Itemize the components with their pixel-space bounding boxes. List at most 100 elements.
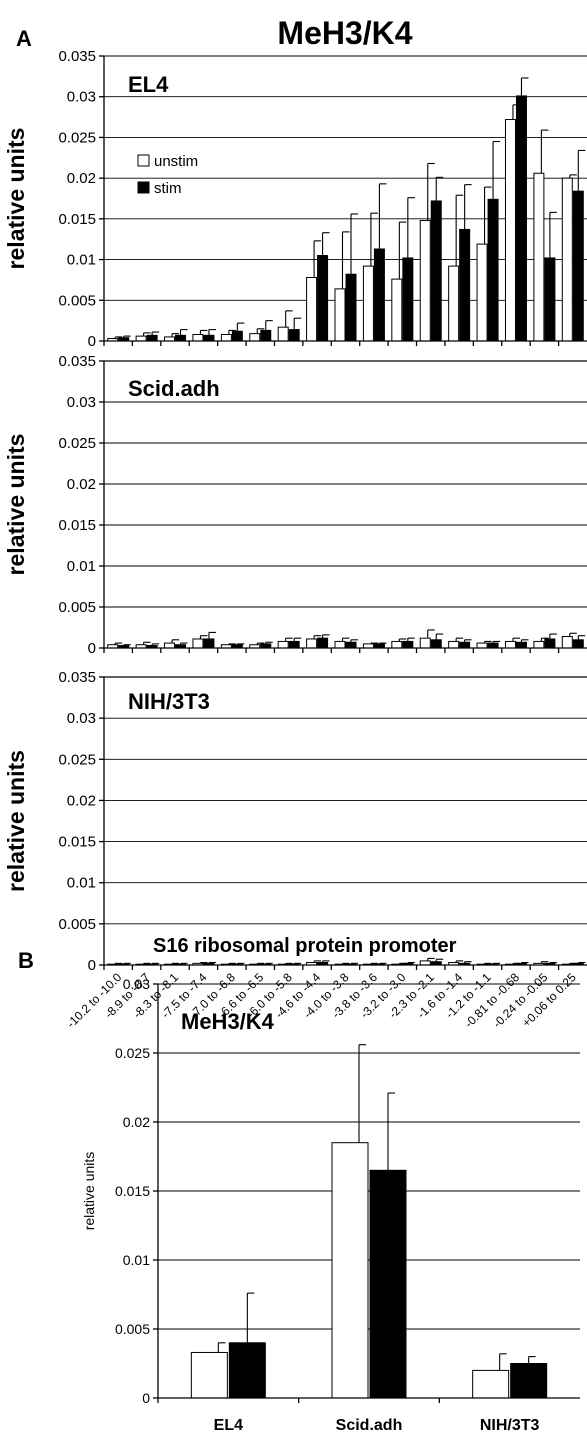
y-tick-label: 0.02: [67, 476, 96, 493]
y-tick-label: 0.03: [67, 710, 96, 727]
bar-stim: [515, 95, 527, 342]
chart-nih3t3: 0 0.005 0.01 0.015 0.02 0.025 0.03 0.035 NIH/3T3…: [3, 669, 587, 974]
bar-unstim: [504, 640, 516, 649]
bar-stim: [544, 638, 556, 649]
bar-stim: [402, 640, 414, 649]
bar-stim: [459, 228, 471, 342]
legend-label-unstim: unstim: [154, 153, 198, 170]
bar-unstim: [391, 640, 403, 649]
y-tick-label: 0.035: [58, 353, 96, 370]
x-category-label: Scid.adh: [336, 1417, 403, 1434]
y-tick-label: 0.03: [67, 394, 96, 411]
y-tick-label: 0.02: [67, 792, 96, 809]
bar-unstim: [561, 636, 573, 649]
bar-unstim: [249, 333, 261, 342]
y-tick-label: 0.005: [115, 1321, 150, 1337]
bar-unstim: [448, 265, 460, 342]
bar-unstim: [472, 1369, 510, 1399]
bar-unstim: [306, 276, 318, 342]
y-tick-label: 0.025: [115, 1045, 150, 1061]
x-category-label: EL4: [214, 1417, 243, 1434]
y-tick-label: 0.03: [123, 976, 150, 992]
y-tick-label: 0.01: [67, 252, 96, 269]
bar-unstim: [504, 119, 516, 342]
bar-stim: [288, 329, 300, 342]
bar-unstim: [277, 640, 289, 649]
bar-unstim: [419, 219, 431, 342]
bar-unstim: [561, 177, 573, 342]
bar-stim: [487, 642, 499, 649]
bar-stim: [572, 190, 584, 342]
y-tick-label: 0.02: [67, 170, 96, 187]
bar-stim: [487, 198, 499, 342]
bar-unstim: [476, 642, 488, 649]
chart-scid-adh: 0 0.005 0.01 0.015 0.02 0.025 0.03 0.035 Scid.ad…: [3, 353, 587, 657]
panel-b-title: S16 ribosomal protein promoter: [153, 935, 457, 957]
y-tick-label: 0.01: [123, 1252, 150, 1268]
bar-unstim: [533, 640, 545, 649]
bar-stim: [430, 200, 442, 342]
bar-unstim: [331, 1142, 369, 1399]
bar-stim: [203, 638, 215, 649]
bar-stim: [369, 1169, 407, 1399]
bar-stim: [402, 257, 414, 342]
bar-unstim: [164, 642, 176, 649]
bar-stim: [228, 1342, 266, 1399]
bar-stim: [345, 273, 357, 342]
chart-el4: 0 0.005 0.01 0.015 0.02 0.025 0.03 0.035 EL4 rela…: [3, 48, 587, 350]
y-axis-label: relative units: [3, 750, 29, 892]
bar-stim: [544, 257, 556, 342]
bar-unstim: [391, 278, 403, 342]
y-tick-label: 0.025: [58, 751, 96, 768]
panel-a-label: A: [16, 26, 32, 51]
y-axis-label: relative units: [3, 434, 29, 576]
bar-stim: [146, 334, 158, 342]
bar-unstim: [192, 333, 204, 342]
panel-a-title: MeH3/K4: [277, 15, 412, 51]
bar-stim: [459, 641, 471, 649]
bar-unstim: [277, 326, 289, 342]
y-tick-label: 0: [142, 1390, 150, 1406]
y-tick-label: 0.015: [58, 517, 96, 534]
chart-inset-label: EL4: [128, 72, 169, 97]
x-category-label: NIH/3T3: [480, 1417, 540, 1434]
bar-stim: [572, 639, 584, 649]
y-tick-label: 0.02: [123, 1114, 150, 1130]
bar-stim: [317, 255, 329, 342]
bar-unstim: [334, 288, 346, 342]
bar-stim: [510, 1363, 548, 1399]
y-tick-label: 0.03: [67, 89, 96, 106]
chart-s16: 0 0.005 0.01 0.015 0.02 0.025 0.03 MeH3/K4 relat…: [81, 976, 580, 1434]
bar-stim: [430, 639, 442, 649]
legend-swatch-unstim: [137, 154, 150, 167]
legend: unstim stim: [137, 153, 198, 197]
bar-unstim: [334, 640, 346, 649]
bar-stim: [515, 641, 527, 649]
bar-unstim: [135, 335, 147, 342]
y-axis-label: relative units: [81, 1152, 97, 1231]
bar-stim: [288, 640, 300, 649]
bar-unstim: [476, 243, 488, 342]
y-tick-label: 0.015: [58, 211, 96, 228]
legend-label-stim: stim: [154, 180, 182, 197]
bar-unstim: [220, 333, 232, 342]
bar-stim: [231, 330, 243, 342]
y-tick-label: 0.005: [58, 599, 96, 616]
y-tick-label: 0: [88, 640, 96, 657]
bar-unstim: [362, 265, 374, 342]
bar-unstim: [419, 637, 431, 649]
y-tick-label: 0.015: [115, 1183, 150, 1199]
y-tick-label: 0.01: [67, 558, 96, 575]
y-axis-label: relative units: [3, 128, 29, 270]
bar-unstim: [190, 1351, 228, 1399]
bar-unstim: [306, 638, 318, 649]
y-tick-label: 0.01: [67, 875, 96, 892]
bar-stim: [203, 334, 215, 342]
bar-stim: [373, 248, 385, 342]
panel-b-label: B: [18, 948, 34, 973]
chart-inset-label: MeH3/K4: [181, 1009, 275, 1034]
bar-stim: [175, 334, 187, 342]
y-tick-label: 0: [88, 957, 96, 974]
y-tick-label: 0.035: [58, 669, 96, 686]
